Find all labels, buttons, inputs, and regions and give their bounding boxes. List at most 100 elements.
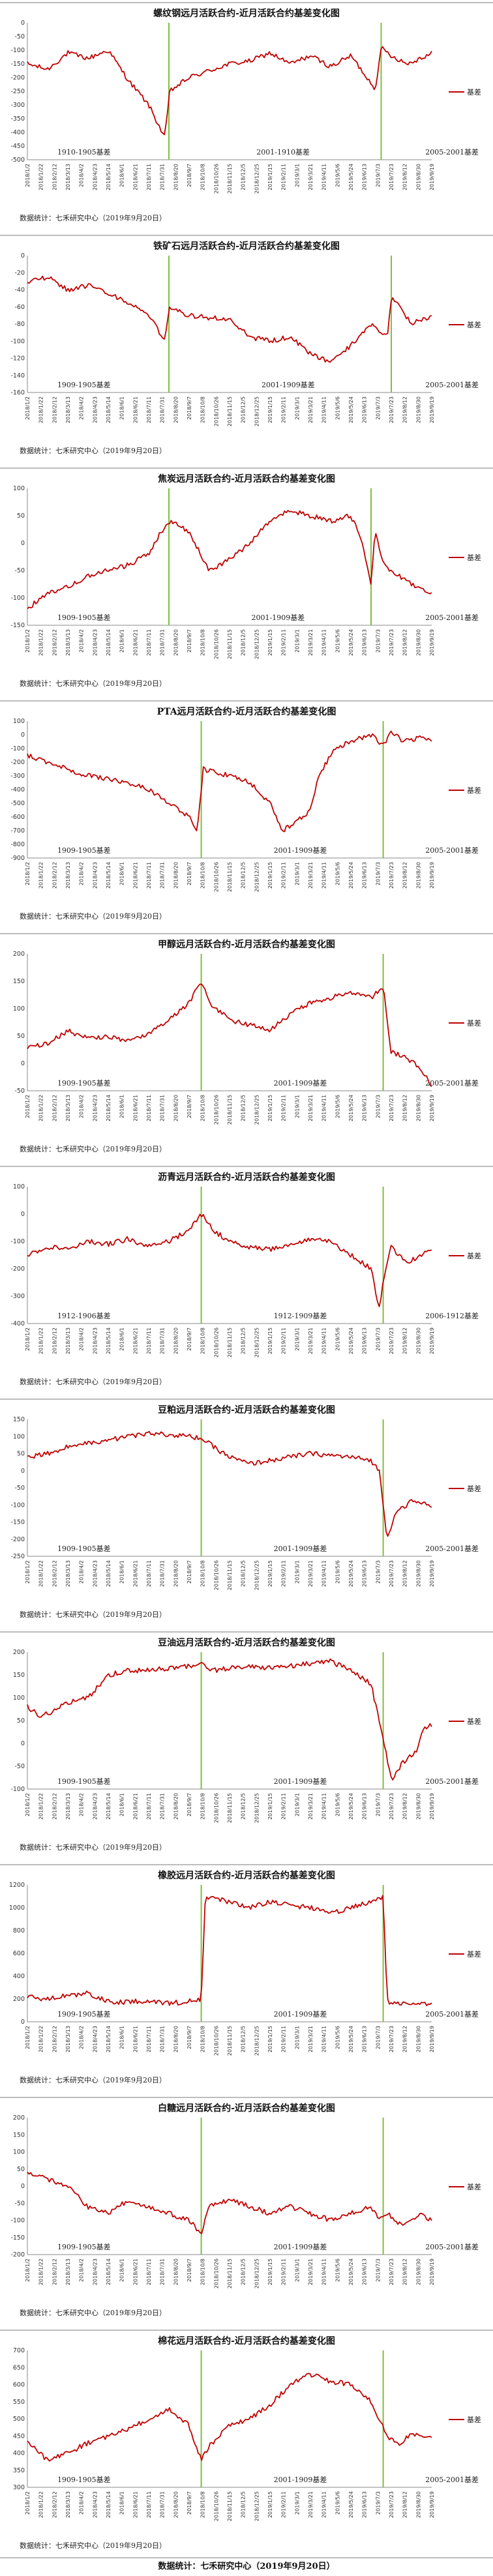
x-tick-label: 2019/5/6 (335, 1560, 340, 1584)
x-tick-label: 2019/1/15 (267, 862, 273, 889)
x-tick-label: 2018/4/2 (79, 2491, 85, 2515)
y-tick-label: -50 (14, 1088, 25, 1095)
segment-label: 1909-1905基差 (57, 2475, 111, 2484)
x-tick-label: 2018/7/11 (146, 396, 152, 423)
x-tick-label: 2019/7/3 (375, 1793, 381, 1816)
x-tick-label: 2018/12/25 (254, 1560, 260, 1590)
x-tick-label: 2019/7/3 (375, 1095, 381, 1118)
x-tick-label: 2018/11/15 (227, 2491, 233, 2521)
y-tick-label: 200 (13, 951, 25, 958)
x-tick-label: 2019/6/13 (362, 1560, 368, 1587)
y-tick-label: -200 (10, 1266, 25, 1273)
y-tick-label: -50 (14, 1485, 25, 1492)
chart-title: 螺纹钢远月活跃合约-近月活跃合约基差变化图 (153, 8, 340, 19)
y-tick-label: 800 (13, 1927, 25, 1934)
x-tick-label: 2019/3/21 (308, 1095, 314, 1121)
x-tick-label: 2019/8/30 (415, 629, 421, 656)
segment-label: 2005-2001基差 (425, 1777, 479, 1786)
x-tick-label: 2019/8/30 (415, 1560, 421, 1587)
y-tick-label: 450 (13, 2433, 25, 2440)
segment-label: 2005-2001基差 (425, 2009, 479, 2019)
segment-label: 2001-1909基差 (274, 1544, 327, 1553)
x-tick-label: 2018/4/2 (79, 164, 85, 187)
x-tick-label: 2019/4/11 (321, 2491, 327, 2518)
legend-label: 基差 (467, 1251, 481, 1260)
x-tick-label: 2018/1/22 (38, 1793, 44, 1820)
segment-label: 2001-1909基差 (274, 846, 327, 855)
x-tick-label: 2018/5/14 (106, 862, 112, 889)
x-tick-label: 2019/3/1 (294, 164, 300, 187)
y-tick-label: 50 (17, 2166, 25, 2173)
x-tick-label: 2018/10/8 (200, 1793, 206, 1820)
x-tick-label: 2018/10/8 (200, 862, 206, 889)
x-tick-label: 2018/6/1 (119, 2026, 125, 2049)
y-tick-label: 400 (13, 1973, 25, 1980)
x-tick-label: 2018/12/25 (254, 1095, 260, 1125)
x-tick-label: 2019/6/13 (362, 1327, 368, 1354)
x-tick-label: 2019/2/11 (281, 1560, 287, 1587)
x-tick-label: 2019/5/24 (348, 629, 354, 656)
x-tick-label: 2019/4/11 (321, 1095, 327, 1121)
x-tick-label: 2018/3/13 (65, 2258, 71, 2285)
x-tick-label: 2018/3/13 (65, 164, 71, 190)
x-tick-label: 2018/6/1 (119, 164, 125, 187)
segment-label: 2001-1909基差 (274, 1078, 327, 1088)
x-tick-label: 2019/3/21 (308, 1793, 314, 1820)
x-tick-label: 2018/4/2 (79, 1560, 85, 1584)
chart-panel: 焦炭远月活跃合约-近月活跃合约基差变化图 100 50 0 -50 -100 -150 201… (0, 467, 493, 691)
x-tick-label: 2019/1/15 (267, 2491, 273, 2518)
x-tick-label: 2018/7/31 (160, 1327, 166, 1354)
basis-series-line (27, 1895, 432, 2007)
x-tick-label: 2018/12/25 (254, 862, 260, 892)
x-tick-label: 2019/5/24 (348, 164, 354, 190)
y-tick-label: 400 (13, 2450, 25, 2457)
source-note: 数据统计：七禾研究中心（2019年9月20日） (20, 2541, 166, 2550)
x-tick-label: 2019/6/13 (362, 629, 368, 656)
y-tick-label: -900 (10, 855, 25, 862)
x-tick-label: 2019/6/13 (362, 1095, 368, 1121)
y-tick-label: -200 (10, 2251, 25, 2258)
x-tick-label: 2019/6/13 (362, 2491, 368, 2518)
x-tick-label: 2018/10/8 (200, 2026, 206, 2052)
y-tick-label: 100 (13, 485, 25, 492)
segment-label: 1909-1905基差 (57, 2009, 111, 2019)
x-tick-label: 2019/3/1 (294, 1095, 300, 1118)
y-tick-label: -450 (10, 143, 25, 150)
x-tick-label: 2018/1/22 (38, 1095, 44, 1121)
x-tick-label: 2019/7/3 (375, 1327, 381, 1351)
x-tick-label: 2018/7/31 (160, 2026, 166, 2052)
x-tick-label: 2018/12/25 (254, 1327, 260, 1357)
source-note: 数据统计：七禾研究中心（2019年9月20日） (20, 2075, 166, 2084)
x-tick-label: 2018/11/15 (227, 1327, 233, 1357)
y-tick-label: 0 (21, 20, 25, 27)
footer-source: 数据统计：七禾研究中心（2019年9月20日） (0, 2557, 493, 2576)
x-tick-label: 2019/7/23 (389, 396, 395, 423)
x-tick-label: 2018/6/1 (119, 2491, 125, 2515)
x-tick-label: 2019/2/11 (281, 1327, 287, 1354)
x-tick-label: 2018/4/23 (92, 2491, 98, 2518)
y-tick-label: 500 (13, 2416, 25, 2423)
x-tick-label: 2018/11/15 (227, 164, 233, 194)
x-tick-label: 2019/8/30 (415, 2026, 421, 2052)
x-tick-label: 2019/7/3 (375, 2491, 381, 2515)
x-tick-label: 2018/5/14 (106, 396, 112, 423)
y-tick-label: -500 (10, 156, 25, 164)
y-tick-label: -800 (10, 841, 25, 848)
source-note: 数据统计：七禾研究中心（2019年9月20日） (20, 1610, 166, 1619)
x-tick-label: 2018/10/26 (213, 2491, 219, 2521)
segment-label: 2001-1909基差 (252, 613, 305, 622)
basis-series-line (27, 1430, 432, 1537)
y-tick-label: -500 (10, 800, 25, 807)
x-tick-label: 2018/8/20 (173, 1327, 179, 1354)
x-tick-label: 2019/9/19 (429, 1793, 435, 1820)
x-tick-label: 2018/10/26 (213, 164, 219, 194)
x-tick-label: 2019/5/6 (335, 2026, 340, 2049)
x-tick-label: 2018/9/7 (187, 2026, 192, 2049)
x-tick-label: 2019/7/23 (389, 2026, 395, 2052)
x-tick-label: 2018/2/12 (52, 2258, 57, 2285)
segment-label: 1910-1905基差 (57, 147, 111, 156)
x-tick-label: 2018/2/12 (52, 2026, 57, 2052)
x-tick-label: 2018/3/13 (65, 1095, 71, 1121)
x-tick-label: 2019/7/23 (389, 1095, 395, 1121)
legend-label: 基差 (467, 2415, 481, 2424)
